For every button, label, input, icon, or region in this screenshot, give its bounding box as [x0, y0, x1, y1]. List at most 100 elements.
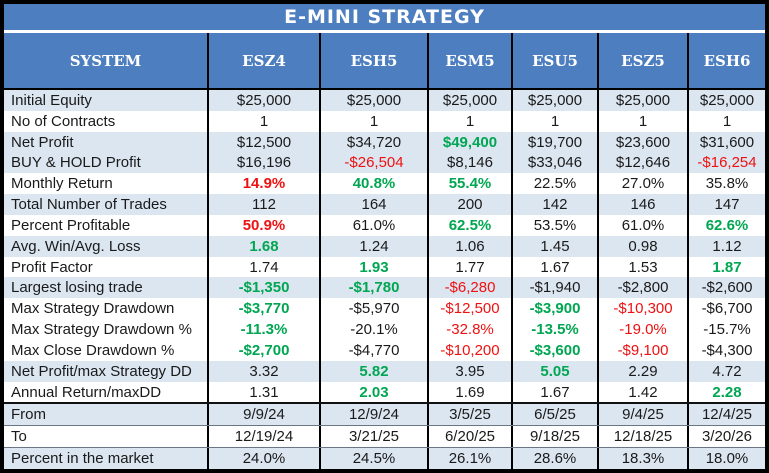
table-row: Profit Factor 1.74 1.93 1.77 1.67 1.53 1.87 — [4, 256, 765, 278]
data-cell: 1.67 — [511, 381, 597, 403]
data-cell: 1 — [319, 110, 427, 132]
column-header-esm5: ESM5 — [427, 33, 511, 88]
data-cell: -11.3% — [207, 319, 319, 340]
data-cell: $19,700 — [511, 131, 597, 153]
data-cell: 27.0% — [597, 173, 687, 195]
data-cell: 200 — [427, 194, 511, 215]
data-cell: 2.29 — [597, 360, 687, 382]
row-label: Annual Return/maxDD — [11, 383, 162, 401]
title-divider — [4, 30, 765, 33]
data-cell: 12/19/24 — [207, 426, 319, 448]
data-cell: -$16,254 — [687, 152, 765, 174]
data-cell: 112 — [207, 194, 319, 215]
data-cell: $25,000 — [597, 90, 687, 111]
row-label: Percent in the market — [11, 449, 154, 467]
table-row: Max Strategy Drawdown % -11.3% -20.1% -32.8… — [4, 319, 765, 340]
data-cell: -$1,780 — [319, 277, 427, 299]
data-cell: 18.3% — [597, 448, 687, 469]
data-cell: $25,000 — [511, 90, 597, 111]
row-label: Initial Equity — [11, 91, 92, 109]
column-header-esz4: ESZ4 — [207, 33, 319, 88]
data-cell: $49,400 — [427, 131, 511, 153]
data-cell: $25,000 — [319, 90, 427, 111]
table-row: Annual Return/maxDD 1.31 2.03 1.69 1.67 1.42 2… — [4, 381, 765, 403]
data-cell: 55.4% — [427, 173, 511, 195]
data-cell: 9/18/25 — [511, 426, 597, 448]
data-cell: 1.77 — [427, 256, 511, 278]
data-cell: -13.5% — [511, 319, 597, 340]
table-row: Max Strategy Drawdown -$3,770 -$5,970 -$12,… — [4, 298, 765, 320]
table-row: Largest losing trade -$1,350 -$1,780 -$6,28… — [4, 277, 765, 299]
row-label: From — [11, 406, 46, 424]
data-cell: 1.69 — [427, 381, 511, 403]
data-cell: -15.7% — [687, 319, 765, 340]
data-cell: 1 — [207, 110, 319, 132]
data-cell: 164 — [319, 194, 427, 215]
table-row: Net Profit/max Strategy DD 3.32 5.82 3.95 5.… — [4, 360, 765, 382]
data-cell: -$3,900 — [511, 298, 597, 320]
table-row: BUY & HOLD Profit $16,196 -$26,504 $8,146 $3… — [4, 152, 765, 174]
data-cell: -$10,200 — [427, 339, 511, 361]
data-cell: 24.5% — [319, 448, 427, 469]
data-cell: 24.0% — [207, 448, 319, 469]
data-cell: -$26,504 — [319, 152, 427, 174]
data-cell: 1.12 — [687, 235, 765, 257]
table-row: Max Close Drawdown % -$2,700 -$4,770 -$10,2… — [4, 339, 765, 361]
table-header-row: SYSTEM ESZ4 ESH5 ESM5 ESU5 ESZ5 ESH6 — [4, 33, 765, 90]
row-label: Avg. Win/Avg. Loss — [11, 237, 141, 255]
data-cell: 146 — [597, 194, 687, 215]
data-cell: -$12,500 — [427, 298, 511, 320]
data-cell: $31,600 — [687, 131, 765, 153]
data-cell: $12,500 — [207, 131, 319, 153]
data-cell: 5.05 — [511, 360, 597, 382]
data-cell: -$2,600 — [687, 277, 765, 299]
data-cell: 1 — [427, 110, 511, 132]
data-cell: 1.87 — [687, 256, 765, 278]
data-cell: 3/5/25 — [427, 404, 511, 426]
row-label: Largest losing trade — [11, 279, 143, 297]
data-cell: -$4,300 — [687, 339, 765, 361]
data-cell: 22.5% — [511, 173, 597, 195]
data-cell: 18.0% — [687, 448, 765, 469]
data-cell: -$2,800 — [597, 277, 687, 299]
row-label: Profit Factor — [11, 258, 93, 276]
table-row: Monthly Return 14.9% 40.8% 55.4% 22.5% 27.0% 3… — [4, 173, 765, 195]
data-cell: 50.9% — [207, 214, 319, 236]
data-cell: 1.93 — [319, 256, 427, 278]
data-cell: 1.74 — [207, 256, 319, 278]
data-cell: 1.53 — [597, 256, 687, 278]
table-row: To 12/19/24 3/21/25 6/20/25 9/18/25 12/18/25 3… — [4, 425, 765, 448]
data-cell: 62.5% — [427, 214, 511, 236]
row-label: Net Profit/max Strategy DD — [11, 362, 192, 380]
data-cell: -$6,700 — [687, 298, 765, 320]
data-cell: 62.6% — [687, 214, 765, 236]
table-body: Initial Equity $25,000 $25,000 $25,000 $25,0… — [4, 90, 765, 469]
data-cell: 9/9/24 — [207, 404, 319, 426]
data-cell: 9/4/25 — [597, 404, 687, 426]
data-cell: -20.1% — [319, 319, 427, 340]
data-cell: -$5,970 — [319, 298, 427, 320]
data-cell: 40.8% — [319, 173, 427, 195]
data-cell: 4.72 — [687, 360, 765, 382]
data-cell: 3/20/26 — [687, 426, 765, 448]
table-row: No of Contracts 1 1 1 1 1 1 — [4, 110, 765, 132]
data-cell: -$4,770 — [319, 339, 427, 361]
data-cell: $25,000 — [687, 90, 765, 111]
data-cell: 142 — [511, 194, 597, 215]
table-row: Initial Equity $25,000 $25,000 $25,000 $25,0… — [4, 90, 765, 111]
table-row: Percent Profitable 50.9% 61.0% 62.5% 53.5% 61… — [4, 214, 765, 236]
data-cell: 1.24 — [319, 235, 427, 257]
data-cell: -$9,100 — [597, 339, 687, 361]
table-row: Percent in the market 24.0% 24.5% 26.1% 28.6… — [4, 447, 765, 469]
data-cell: 28.6% — [511, 448, 597, 469]
data-cell: 1.68 — [207, 235, 319, 257]
column-header-esz5: ESZ5 — [597, 33, 687, 88]
data-cell: $23,600 — [597, 131, 687, 153]
data-cell: 12/4/25 — [687, 404, 765, 426]
data-cell: 1.42 — [597, 381, 687, 403]
data-cell: 1 — [687, 110, 765, 132]
data-cell: 12/9/24 — [319, 404, 427, 426]
data-cell: 5.82 — [319, 360, 427, 382]
column-header-esh6: ESH6 — [687, 33, 765, 88]
